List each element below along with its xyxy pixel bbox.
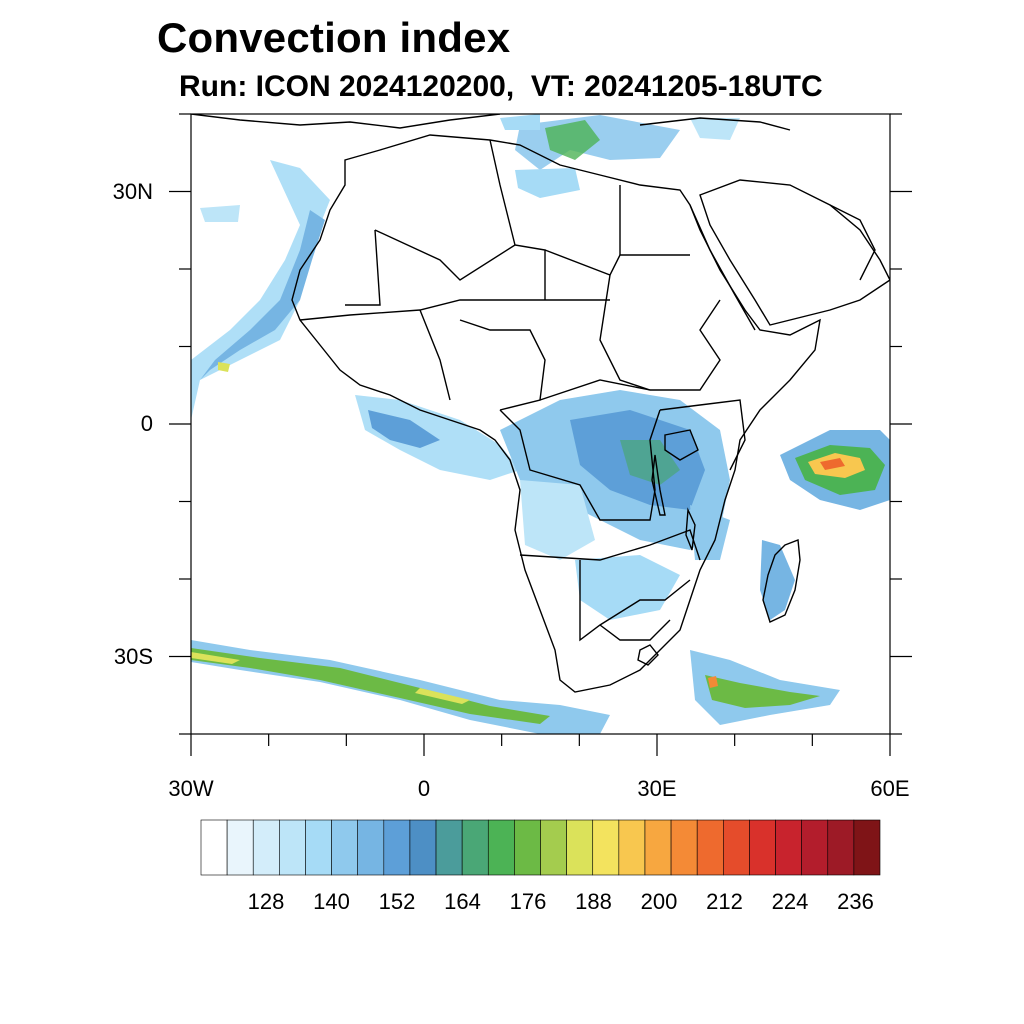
colorbar-swatch bbox=[435, 819, 463, 876]
colorbar-swatch bbox=[801, 819, 829, 876]
colorbar-swatch bbox=[383, 819, 411, 876]
colorbar-swatch bbox=[226, 819, 254, 876]
colorbar-swatch bbox=[723, 819, 750, 876]
conv-cell-agulhas-peak bbox=[708, 676, 718, 688]
colorbar-label: 152 bbox=[378, 889, 416, 914]
conv-area-botswana bbox=[575, 555, 680, 620]
colorbar-swatch bbox=[696, 819, 724, 876]
border-congo-1 bbox=[499, 409, 661, 521]
map-title: Convection index bbox=[157, 14, 511, 61]
border-sahara-1 bbox=[345, 229, 381, 306]
conv-area-angola bbox=[520, 480, 595, 560]
lat-tick-label: 0 bbox=[140, 411, 153, 436]
lesotho-outline bbox=[637, 644, 659, 666]
lon-tick-label: 30E bbox=[637, 776, 677, 801]
border-sudan bbox=[599, 274, 721, 391]
border-sahara-2 bbox=[374, 229, 516, 281]
lat-tick-label: 30N bbox=[112, 178, 153, 204]
lon-tick-label: 30W bbox=[168, 776, 214, 801]
border-sahara-4 bbox=[544, 249, 690, 276]
colorbar bbox=[200, 819, 881, 876]
colorbar-swatch bbox=[514, 819, 541, 876]
lake-malawi bbox=[685, 507, 696, 551]
border-south-3 bbox=[599, 619, 671, 641]
border-central-1 bbox=[539, 379, 651, 401]
colorbar-swatch bbox=[461, 819, 489, 876]
conv-area-madagascar bbox=[760, 540, 795, 620]
colorbar-swatch bbox=[827, 819, 855, 876]
colorbar-swatch bbox=[540, 819, 567, 876]
arabia-coastline bbox=[699, 179, 890, 326]
conv-band-south-atlantic-core bbox=[191, 648, 550, 724]
colorbar-swatch bbox=[279, 819, 306, 876]
colorbar-swatch bbox=[644, 819, 672, 876]
colorbar-label: 212 bbox=[706, 889, 743, 914]
colorbar-swatch bbox=[331, 819, 358, 876]
colorbar-label: 224 bbox=[771, 889, 809, 914]
colorbar-swatch bbox=[853, 819, 881, 876]
conv-cell-atlantic-w bbox=[218, 362, 230, 372]
colorbar-swatch bbox=[200, 819, 228, 876]
colorbar-swatch bbox=[566, 819, 594, 876]
colorbar-swatch bbox=[670, 819, 698, 876]
colorbar-swatch bbox=[305, 819, 332, 876]
colorbar-swatch bbox=[487, 819, 515, 876]
border-sahel-1 bbox=[299, 299, 610, 321]
turkey-coastline bbox=[639, 117, 791, 131]
conv-band-nw-core bbox=[200, 210, 325, 380]
lon-tick-label: 0 bbox=[417, 776, 431, 801]
colorbar-label: 200 bbox=[640, 889, 678, 914]
lake-victoria bbox=[664, 429, 699, 461]
colorbar-label: 176 bbox=[509, 889, 547, 914]
conv-band-guinea-core bbox=[368, 410, 440, 448]
conv-area-aegean bbox=[500, 114, 540, 130]
colorbar-swatch bbox=[409, 819, 437, 876]
gulf-coast bbox=[829, 204, 876, 281]
lon-tick-label: 60E bbox=[870, 776, 910, 801]
border-sahel-2 bbox=[419, 309, 451, 401]
colorbar-swatch bbox=[618, 819, 646, 876]
conv-area-libya bbox=[515, 168, 580, 198]
border-sahel-3 bbox=[459, 319, 546, 411]
conv-area-congo-green bbox=[620, 440, 680, 485]
conv-area-mozambique bbox=[690, 505, 730, 560]
conv-band-agulhas-core bbox=[705, 675, 820, 708]
map-subtitle: Run: ICON 2024120200, VT: 20241205-18UTC bbox=[179, 70, 823, 103]
colorbar-label: 236 bbox=[837, 889, 874, 914]
lat-tick-label: 30S bbox=[113, 643, 153, 669]
colorbar-label: 140 bbox=[313, 889, 350, 914]
madagascar-coastline bbox=[762, 539, 801, 623]
conv-band-guinea bbox=[355, 395, 520, 480]
colorbar-swatch bbox=[592, 819, 620, 876]
conv-cell-indian-ocean-peak bbox=[820, 458, 845, 470]
red-sea-coast bbox=[689, 204, 756, 331]
conv-band-south-atlantic-yellow bbox=[191, 652, 240, 664]
colorbar-label: 128 bbox=[247, 889, 285, 914]
conv-band-nw-africa bbox=[191, 160, 330, 420]
africa-coastline bbox=[291, 134, 821, 693]
conv-area-med-core bbox=[545, 120, 600, 160]
colorbar-swatch bbox=[252, 819, 280, 876]
coastlines-borders bbox=[191, 114, 890, 693]
border-east-1 bbox=[659, 399, 746, 471]
colorbar-label: 164 bbox=[444, 889, 481, 914]
axis-ticks bbox=[169, 113, 912, 756]
colorbar-label: 188 bbox=[575, 889, 612, 914]
europe-coastline bbox=[191, 114, 501, 129]
conv-area-madeira bbox=[200, 205, 240, 222]
border-sahara-3 bbox=[489, 139, 546, 300]
lake-tanganyika bbox=[651, 454, 666, 516]
conv-band-south-atlantic-yellow2 bbox=[415, 688, 470, 704]
conv-area-levant bbox=[690, 118, 740, 140]
colorbar-swatch bbox=[775, 819, 802, 876]
colorbar-swatch bbox=[749, 819, 776, 876]
convection-field bbox=[191, 114, 890, 734]
border-south-2 bbox=[579, 560, 691, 642]
colorbar-swatch bbox=[357, 819, 385, 876]
